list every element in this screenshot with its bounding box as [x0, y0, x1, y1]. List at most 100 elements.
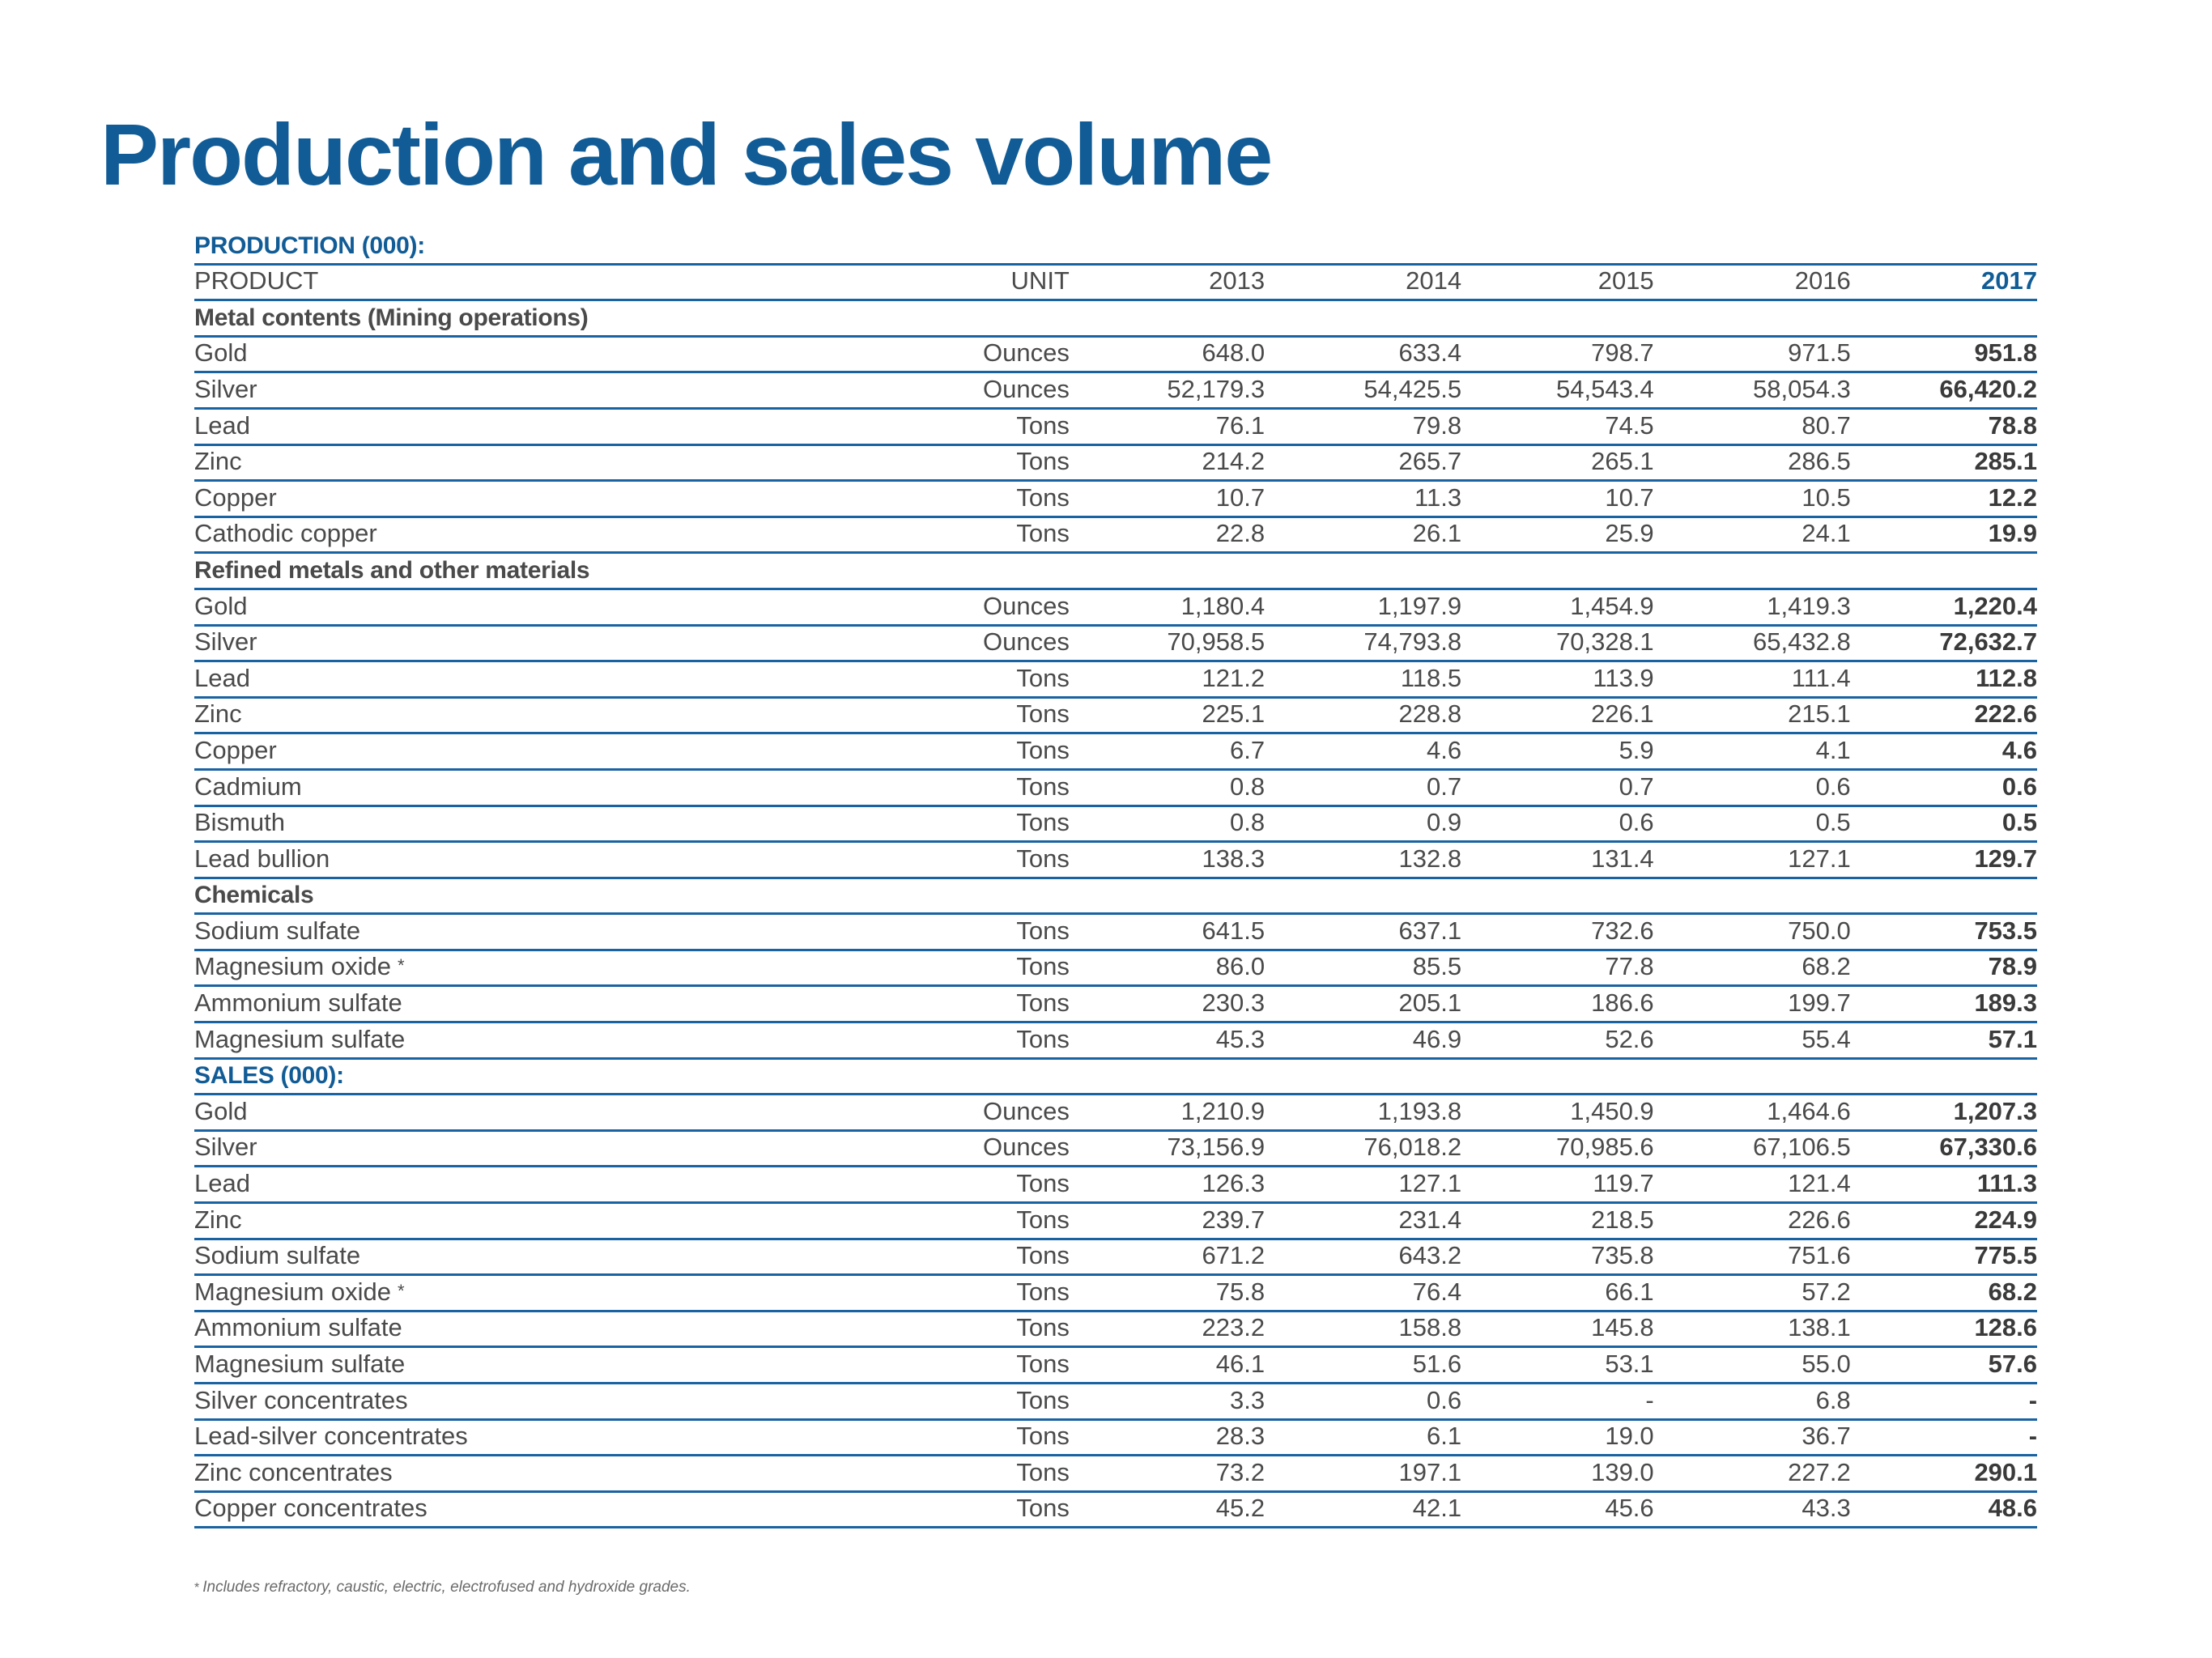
value-cell-2013: 3.3 [1229, 1385, 1266, 1414]
product-name: Cathodic copper [194, 519, 377, 548]
product-cell: Silver [194, 627, 804, 660]
unit-cell: Ounces [983, 374, 1070, 403]
product-name: Copper [194, 735, 277, 764]
product-name: Sodium sulfate [194, 916, 361, 945]
value-cell-2013: 671.2 [1202, 1241, 1266, 1270]
table-row: Sodium sulfate Tons 641.5 637.1 732.6 750.0 75… [194, 915, 2037, 951]
table-row: Sodium sulfate Tons 671.2 643.2 735.8 751.6 77… [194, 1240, 2037, 1277]
header-product: PRODUCT [194, 266, 319, 295]
table-row: Lead Tons 126.3 127.1 119.7 121.4 111.3 [194, 1167, 2038, 1205]
product-cell: Magnesium oxide * [194, 952, 804, 984]
product-cell: Zinc [194, 447, 804, 479]
value-cell-2017: 189.3 [1974, 988, 2038, 1018]
value-cell-2015: 54,543.4 [1556, 374, 1654, 403]
unit-cell: Tons [1016, 1422, 1070, 1451]
value-cell-2016: 55.4 [1802, 1024, 1851, 1053]
value-cell-2017: 66,420.2 [1939, 374, 2038, 403]
value-cell-2013: 223.2 [1202, 1313, 1266, 1342]
value-cell-2015: 145.8 [1591, 1313, 1654, 1342]
product-name: Lead bullion [194, 844, 330, 873]
value-cell-2017: 290.1 [1974, 1457, 2038, 1486]
value-cell-2015: 119.7 [1593, 1169, 1654, 1198]
value-cell-2014: 265.7 [1398, 447, 1462, 476]
value-cell-2016: 971.5 [1788, 338, 1851, 368]
value-cell-2013: 239.7 [1202, 1205, 1266, 1234]
value-cell-2017: 57.1 [1988, 1024, 2038, 1053]
value-cell-2017: 57.6 [1988, 1350, 2038, 1378]
table-row: Gold Ounces 1,180.4 1,197.9 1,454.9 1,419.3 1,… [194, 590, 2037, 627]
product-cell: Lead [194, 1169, 804, 1201]
unit-cell: Tons [1016, 1494, 1070, 1523]
table-row: Zinc Tons 239.7 231.4 218.5 226.6 224.9 [194, 1204, 2037, 1240]
value-cell-2013: 0.8 [1229, 772, 1266, 801]
value-cell-2017: 222.6 [1974, 699, 2038, 729]
value-cell-2015: 70,985.6 [1556, 1133, 1654, 1162]
value-cell-2017: 4.6 [2001, 735, 2038, 764]
value-cell-2016: 36.7 [1802, 1422, 1851, 1451]
footnote-marker: * [397, 955, 405, 976]
value-cell-2015: 218.5 [1591, 1205, 1654, 1234]
value-cell-2013: 225.1 [1202, 699, 1266, 729]
product-cell: Zinc concentrates [194, 1458, 804, 1490]
value-cell-2013: 648.0 [1202, 338, 1266, 368]
table-row: Gold Ounces 648.0 633.4 798.7 971.5 951.8 [194, 338, 2037, 374]
unit-cell: Tons [1016, 952, 1070, 981]
value-cell-2014: 79.8 [1412, 410, 1462, 440]
value-cell-2014: 76.4 [1412, 1277, 1462, 1306]
value-cell-2015: 19.0 [1605, 1422, 1654, 1451]
value-cell-2017: 67,330.6 [1939, 1133, 2038, 1162]
unit-cell: Tons [1016, 844, 1070, 873]
product-cell: Copper concentrates [194, 1494, 804, 1526]
table-header-row: PRODUCT UNIT 2013 2014 2015 2016 2017 [194, 266, 2037, 302]
value-cell-2014: 0.9 [1426, 808, 1462, 837]
table-row: Lead Tons 121.2 118.5 113.9 111.4 112.8 [194, 662, 2037, 699]
value-cell-2017: 951.8 [1974, 338, 2038, 368]
value-cell-2013: 73.2 [1215, 1457, 1266, 1486]
table-row: Copper Tons 10.7 11.3 10.7 10.5 12.2 [194, 482, 2037, 518]
value-cell-2015: 25.9 [1605, 519, 1654, 548]
value-cell-2014: 127.1 [1398, 1169, 1462, 1198]
product-cell: Gold [194, 592, 804, 624]
product-name: Lead [194, 663, 250, 692]
value-cell-2015: 53.1 [1605, 1350, 1654, 1378]
value-cell-2013: 45.2 [1215, 1494, 1266, 1523]
unit-cell: Tons [1016, 1457, 1070, 1486]
value-cell-2014: 205.1 [1398, 988, 1462, 1018]
value-cell-2016: 1,419.3 [1767, 591, 1851, 620]
value-cell-2015: 70,328.1 [1556, 627, 1654, 657]
value-cell-2017: 72,632.7 [1939, 627, 2038, 657]
value-cell-2016: 0.5 [1815, 808, 1851, 837]
product-cell: Gold [194, 1097, 804, 1129]
value-cell-2017: 111.3 [1976, 1169, 2038, 1198]
product-name: Silver [194, 1133, 257, 1162]
product-cell: Lead-silver concentrates [194, 1422, 804, 1454]
value-cell-2013: 73,156.9 [1167, 1133, 1266, 1162]
value-cell-2014: 4.6 [1426, 735, 1462, 764]
table-row: Lead Tons 76.1 79.8 74.5 80.7 78.8 [194, 410, 2037, 446]
value-cell-2013: 28.3 [1215, 1422, 1266, 1451]
table-row: Cathodic copper Tons 22.8 26.1 25.9 24.1 19.9 [194, 518, 2037, 555]
value-cell-2014: 158.8 [1398, 1313, 1462, 1342]
product-cell: Cadmium [194, 772, 804, 805]
value-cell-2016: 80.7 [1802, 410, 1851, 440]
product-name: Sodium sulfate [194, 1241, 361, 1270]
product-cell: Lead bullion [194, 844, 804, 877]
product-cell: Silver [194, 1133, 804, 1165]
value-cell-2015: 45.6 [1605, 1494, 1654, 1523]
value-cell-2016: 4.1 [1815, 735, 1851, 764]
value-cell-2014: 6.1 [1426, 1422, 1462, 1451]
product-name: Lead [194, 410, 250, 440]
unit-cell: Ounces [983, 591, 1070, 620]
value-cell-2017: 1,207.3 [1953, 1096, 2038, 1125]
value-cell-2013: 70,958.5 [1167, 627, 1266, 657]
sales-section-label: SALES (000): [194, 1062, 344, 1090]
footnote: * Includes refractory, caustic, electric,… [194, 1579, 691, 1596]
unit-cell: Tons [1016, 519, 1070, 548]
value-cell-2013: 10.7 [1215, 483, 1266, 512]
value-cell-2016: 127.1 [1788, 844, 1851, 873]
value-cell-2017: - [2028, 1385, 2038, 1414]
value-cell-2016: 24.1 [1802, 519, 1851, 548]
sales-section-row: SALES (000): [194, 1060, 2037, 1096]
value-cell-2015: 77.8 [1605, 952, 1654, 981]
value-cell-2014: 0.6 [1426, 1385, 1462, 1414]
